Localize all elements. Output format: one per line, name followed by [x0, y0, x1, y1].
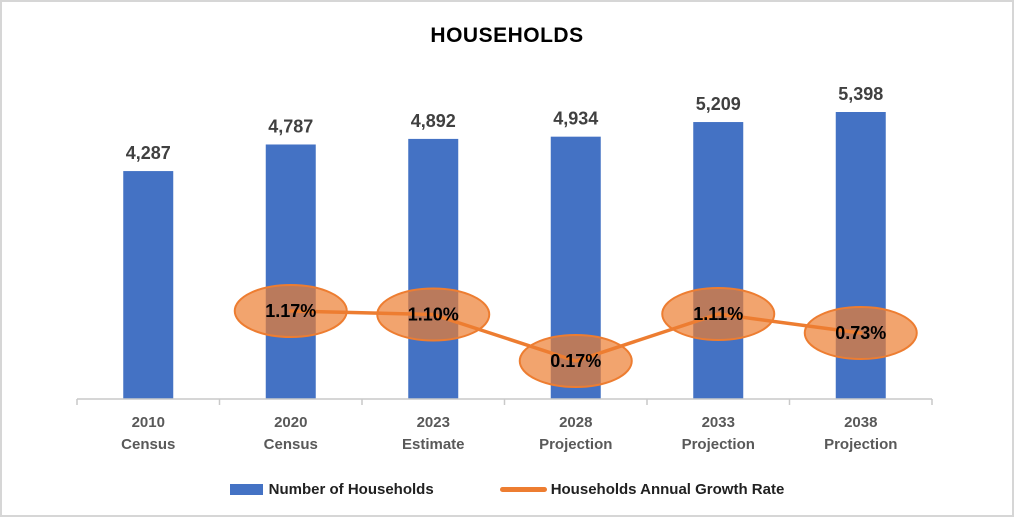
bar [265, 144, 316, 399]
growth-rate-value-label: 1.10% [408, 305, 459, 325]
growth-rate-value-label: 1.17% [265, 301, 316, 321]
chart-title: HOUSEHOLDS [430, 24, 584, 47]
bar-value-label: 5,209 [696, 94, 741, 114]
growth-rate-value-label: 0.17% [550, 351, 601, 371]
bar-value-label: 4,287 [126, 143, 171, 163]
bar [408, 138, 459, 399]
x-axis-label: 2010 Census [121, 414, 175, 453]
x-axis-label: 2028 Projection [539, 414, 612, 453]
x-axis-label: 2033 Projection [682, 414, 755, 453]
bar [123, 171, 174, 399]
bar-value-label: 5,398 [838, 84, 883, 104]
legend-label-households: Number of Households [268, 480, 434, 498]
bar-value-label: 4,892 [411, 111, 456, 131]
line-series-swatch [499, 486, 547, 492]
bar-value-label: 4,787 [268, 116, 313, 136]
bar [693, 122, 744, 400]
growth-rate-value-label: 0.73% [835, 323, 886, 343]
x-axis-label: 2020 Census [264, 414, 318, 453]
legend-label-growth-rate: Households Annual Growth Rate [550, 480, 785, 498]
bar-series-swatch [229, 483, 263, 495]
x-axis-label: 2038 Projection [824, 414, 897, 453]
legend-item-households: Number of Households [229, 480, 434, 498]
growth-rate-line [289, 309, 863, 363]
growth-rate-value-label: 1.11% [693, 304, 743, 324]
legend-item-growth-rate: Households Annual Growth Rate [499, 480, 785, 498]
x-axis-label: 2023 Estimate [402, 414, 465, 453]
legend: Number of Households Households Annual G… [2, 476, 1012, 502]
bar-value-label: 4,934 [553, 109, 598, 129]
